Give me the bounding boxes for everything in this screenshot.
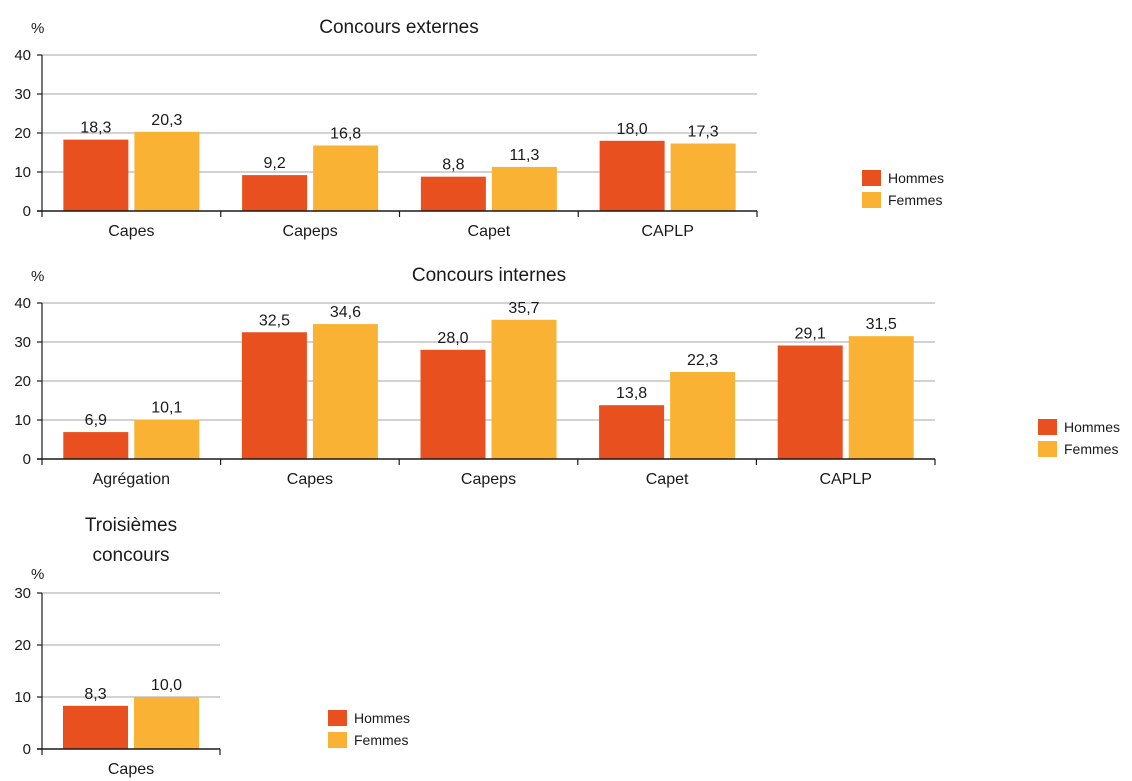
bar-hommes-capes	[241, 332, 307, 459]
category-label: Capes	[287, 471, 333, 488]
y-tick-label: 40	[14, 47, 31, 64]
chart-title: Concours internes	[412, 265, 566, 286]
bar-hommes-capeps	[420, 349, 486, 459]
data-label: 9,2	[264, 155, 286, 172]
category-label: Agrégation	[93, 471, 170, 488]
bar-femmes-capeps	[491, 319, 557, 459]
chart-title: Troisièmes	[85, 515, 177, 536]
chart-panel-1: Concours externes% 0 10 20 30 40 18,3 20,3 Capes…	[14, 17, 944, 240]
bar-femmes-capeps	[313, 145, 379, 211]
data-label: 18,0	[617, 121, 648, 138]
bar-femmes-capes	[134, 697, 199, 749]
y-tick-label: 20	[14, 125, 31, 142]
bar-hommes-caplp	[777, 345, 843, 459]
y-tick-label: 30	[14, 334, 31, 351]
category-label: Capes	[108, 761, 154, 778]
legend-label: Femmes	[888, 192, 942, 208]
chart-title: Concours externes	[319, 17, 478, 38]
legend-label: Femmes	[1064, 441, 1118, 457]
chart-title: concours	[92, 545, 169, 566]
bar-hommes-capeps	[242, 175, 308, 211]
legend-swatch-hommes	[328, 710, 347, 726]
legend-label: Hommes	[354, 710, 410, 726]
y-axis-unit: %	[31, 20, 44, 37]
bar-hommes-capes	[63, 139, 129, 211]
chart-panel-2: Concours internes% 0 10 20 30 40 6,9 10,1 Agréga…	[14, 265, 1120, 488]
y-axis-unit: %	[31, 268, 44, 285]
data-label: 10,0	[151, 677, 182, 694]
legend-swatch-femmes	[862, 192, 881, 208]
bar-femmes-capet	[670, 372, 736, 459]
y-tick-label: 10	[14, 689, 31, 706]
data-label: 31,5	[866, 316, 897, 333]
category-label: Capeps	[283, 223, 338, 240]
data-label: 13,8	[616, 385, 647, 402]
data-label: 10,1	[151, 400, 182, 417]
legend-label: Hommes	[888, 170, 944, 186]
bar-femmes-agrégation	[134, 419, 200, 459]
data-label: 35,7	[508, 300, 539, 317]
data-label: 20,3	[151, 112, 182, 129]
legend-swatch-hommes	[1038, 419, 1057, 435]
y-axis-unit: %	[31, 566, 44, 583]
legend-label: Hommes	[1064, 419, 1120, 435]
bar-hommes-agrégation	[63, 432, 129, 459]
category-label: CAPLP	[641, 223, 693, 240]
data-label: 8,3	[84, 686, 106, 703]
chart-panel-3: Troisièmes concours% 0 10 20 30 8,3 10,0 Capes Ho…	[14, 515, 410, 778]
legend-label: Femmes	[354, 732, 408, 748]
data-label: 22,3	[687, 352, 718, 369]
category-label: Capeps	[461, 471, 516, 488]
legend-swatch-hommes	[862, 170, 881, 186]
y-tick-label: 20	[14, 373, 31, 390]
bar-hommes-capet	[420, 176, 486, 211]
category-label: CAPLP	[819, 471, 871, 488]
data-label: 18,3	[80, 120, 111, 137]
category-label: Capes	[108, 223, 154, 240]
category-label: Capet	[468, 223, 511, 240]
data-label: 34,6	[330, 304, 361, 321]
y-tick-label: 0	[23, 203, 31, 220]
bar-femmes-caplp	[670, 143, 736, 211]
y-tick-label: 0	[23, 741, 31, 758]
y-tick-label: 10	[14, 412, 31, 429]
bar-femmes-caplp	[848, 336, 914, 459]
data-label: 16,8	[330, 125, 361, 142]
category-label: Capet	[646, 471, 689, 488]
legend-swatch-femmes	[328, 732, 347, 748]
data-label: 29,1	[795, 326, 826, 343]
data-label: 17,3	[688, 124, 719, 141]
bar-hommes-capes	[63, 705, 128, 749]
bar-hommes-caplp	[599, 140, 665, 211]
bar-hommes-capet	[599, 405, 665, 459]
data-label: 6,9	[85, 412, 107, 429]
y-tick-label: 30	[14, 86, 31, 103]
legend-swatch-femmes	[1038, 441, 1057, 457]
bar-femmes-capes	[312, 324, 378, 459]
y-tick-label: 20	[14, 637, 31, 654]
bar-femmes-capes	[134, 131, 200, 211]
bar-femmes-capet	[491, 166, 557, 211]
data-label: 28,0	[437, 330, 468, 347]
y-tick-label: 0	[23, 451, 31, 468]
y-tick-label: 30	[14, 585, 31, 602]
data-label: 8,8	[442, 157, 464, 174]
y-tick-label: 40	[14, 295, 31, 312]
data-label: 11,3	[509, 147, 539, 164]
y-tick-label: 10	[14, 164, 31, 181]
data-label: 32,5	[259, 312, 290, 329]
